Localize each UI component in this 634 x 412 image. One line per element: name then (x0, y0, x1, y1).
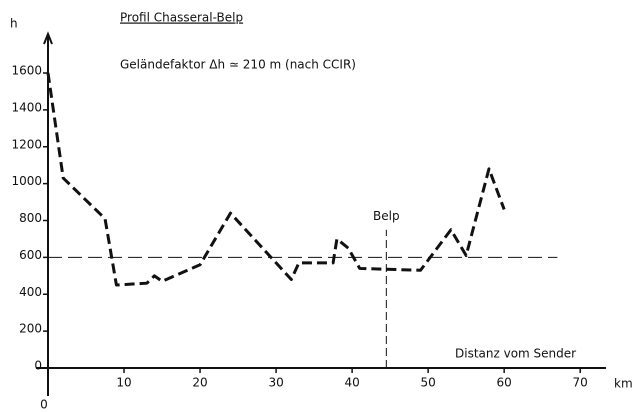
x-axis-label: Distanz vom Sender (455, 347, 576, 361)
y-tick-label: 1000 (11, 174, 42, 188)
x-tick-label: 30 (268, 376, 283, 390)
x-tick-label: 10 (116, 376, 131, 390)
x-tick-label: 60 (497, 376, 512, 390)
profile-line (46, 72, 506, 287)
chart-title: Profil Chasseral-Belp (120, 11, 243, 25)
x-tick-label: 70 (573, 376, 588, 390)
y-tick-label: 1600 (11, 64, 42, 78)
y-tick-label: 200 (19, 322, 42, 336)
y-tick-label: 400 (19, 285, 42, 299)
y-tick-label: 600 (19, 248, 42, 262)
x-tick-label: 0 (40, 398, 48, 412)
x-axis-unit: km (614, 377, 633, 391)
x-tick-label: 50 (420, 376, 435, 390)
y-axis-label: h (10, 17, 18, 31)
x-tick-label: 40 (344, 376, 359, 390)
chart-subtitle: Geländefaktor Δh ≃ 210 m (nach CCIR) (120, 58, 356, 72)
x-tick-label: 20 (192, 376, 207, 390)
y-arrow (43, 31, 53, 45)
y-tick-label: 800 (19, 211, 42, 225)
y-tick-label: 1400 (11, 100, 42, 114)
y-tick-label: 0 (34, 359, 42, 373)
marker-label: Belp (373, 209, 400, 223)
y-tick-label: 1200 (11, 137, 42, 151)
